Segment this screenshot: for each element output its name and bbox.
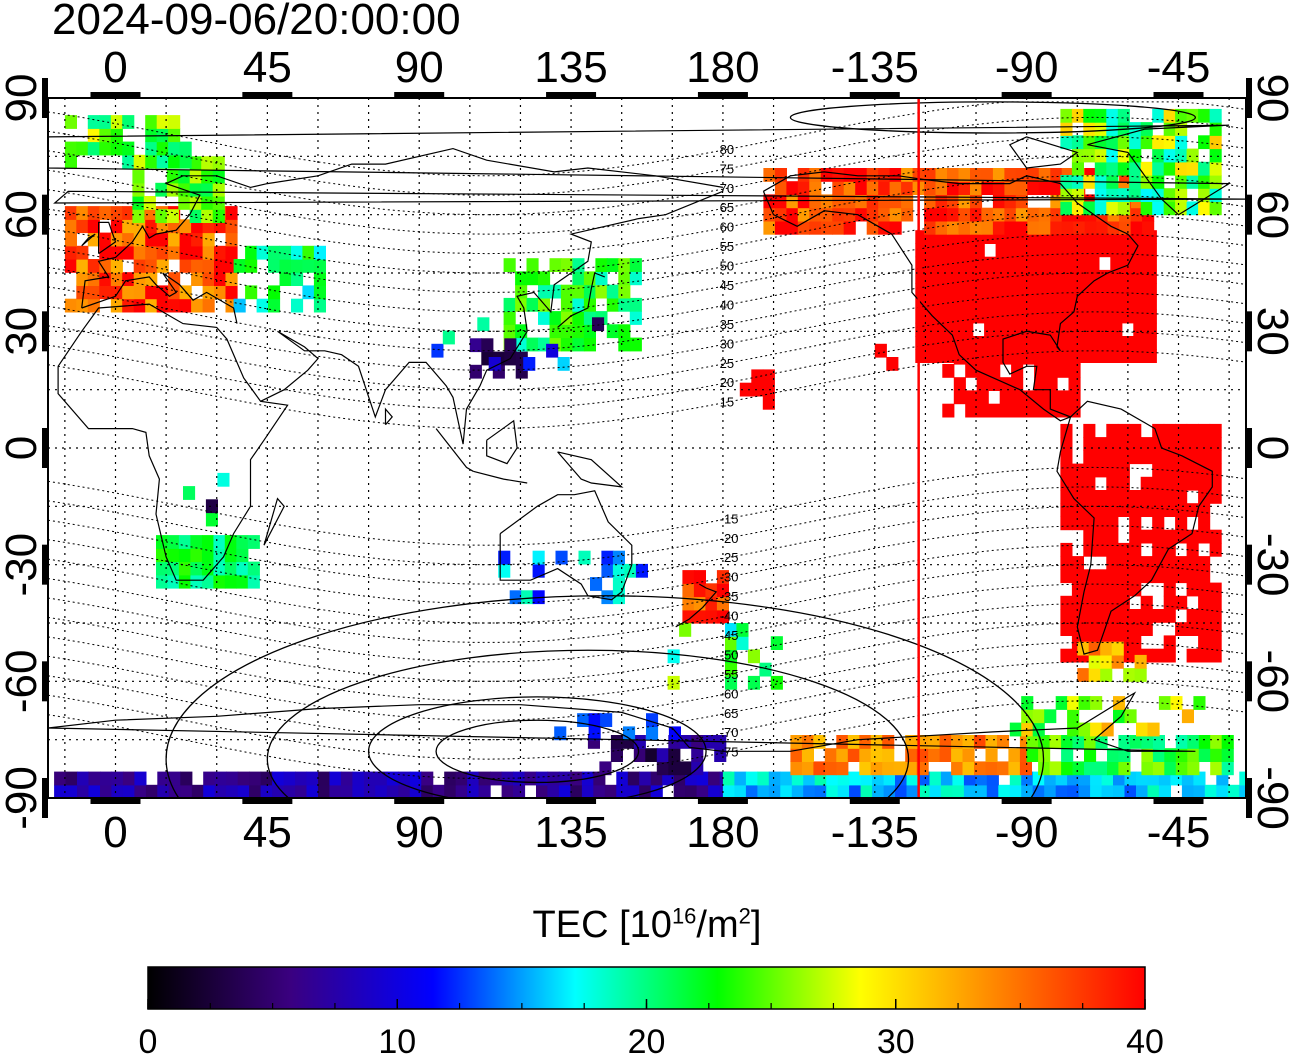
bottom-lon-label: 0 [103,808,127,857]
contour-label: 60 [720,220,734,235]
contour-label: -20 [720,531,739,546]
contour-label: 70 [720,181,734,196]
contour-labels: 80 75 70 65 60 55 50 45 40 35 30 25 20 15 -15 -20 -25 -30… [720,142,739,760]
contour-label: -15 [720,511,739,526]
bottom-lon-label: -45 [1147,808,1211,857]
colorbar-tick-label: 30 [877,1023,915,1057]
colorbar-tick-label: 10 [378,1023,416,1057]
colorbar-tick-label: 0 [139,1023,158,1057]
top-lon-label: -45 [1147,43,1211,92]
contour-label: -60 [720,686,739,701]
contour-label: 35 [720,317,734,332]
bottom-lon-label: -90 [995,808,1059,857]
top-lon-label: 90 [395,43,444,92]
contour-label: -25 [720,550,739,565]
contour-label: 75 [720,161,734,176]
contour-label: -35 [720,589,739,604]
right-lat-label: 30 [1248,307,1294,356]
right-lat-label: -60 [1248,650,1294,714]
bottom-lon-label: 45 [243,808,292,857]
tec-map: 0045459090135135180180-135-135-90-90-45-… [0,43,1294,857]
right-lat-label: -90 [1248,766,1294,830]
top-lon-label: 180 [686,43,759,92]
contour-label: 20 [720,375,734,390]
bottom-lon-label: 180 [686,808,759,857]
top-lon-label: 45 [243,43,292,92]
contour-label: -75 [720,745,739,760]
left-lat-label: 0 [0,436,46,460]
contour-label: -55 [720,667,739,682]
map-plot-area [48,98,1246,798]
axes: 0045459090135135180180-135-135-90-90-45-… [0,43,1294,857]
contour-label: -50 [720,647,739,662]
contour-label: 40 [720,297,734,312]
right-lat-label: 0 [1248,436,1294,460]
contour-label: -40 [720,609,739,624]
contour-label: 45 [720,278,734,293]
contour-label: 65 [720,200,734,215]
contour-label: 80 [720,142,734,157]
left-lat-label: 60 [0,190,46,239]
left-lat-label: -30 [0,533,46,597]
contour-label: 25 [720,356,734,371]
top-lon-label: 135 [534,43,607,92]
right-lat-label: 90 [1248,74,1294,123]
left-lat-label: 30 [0,307,46,356]
contour-label: -30 [720,570,739,585]
left-lat-label: -60 [0,650,46,714]
left-lat-label: 90 [0,74,46,123]
bottom-lon-label: 135 [534,808,607,857]
colorbar-gradient [147,966,1146,1010]
contour-label: 55 [720,239,734,254]
contour-label: 15 [720,395,734,410]
bottom-lon-label: 90 [395,808,444,857]
top-lon-label: -90 [995,43,1059,92]
contour-label: -45 [720,628,739,643]
left-lat-label: -90 [0,766,46,830]
top-lon-label: -135 [831,43,919,92]
bottom-lon-label: -135 [831,808,919,857]
timestamp-title: 2024-09-06/20:00:00 [52,0,461,44]
right-lat-label: -30 [1248,533,1294,597]
colorbar-title: TEC [1016/m2] [532,903,762,946]
contour-label: -65 [720,706,739,721]
right-lat-label: 60 [1248,190,1294,239]
colorbar-tick-label: 20 [628,1023,666,1057]
contour-label: 30 [720,336,734,351]
contour-label: -70 [720,725,739,740]
colorbar: 0 10 20 30 40 [139,966,1164,1057]
contour-label: 50 [720,259,734,274]
colorbar-tick-label: 40 [1126,1023,1164,1057]
top-lon-label: 0 [103,43,127,92]
